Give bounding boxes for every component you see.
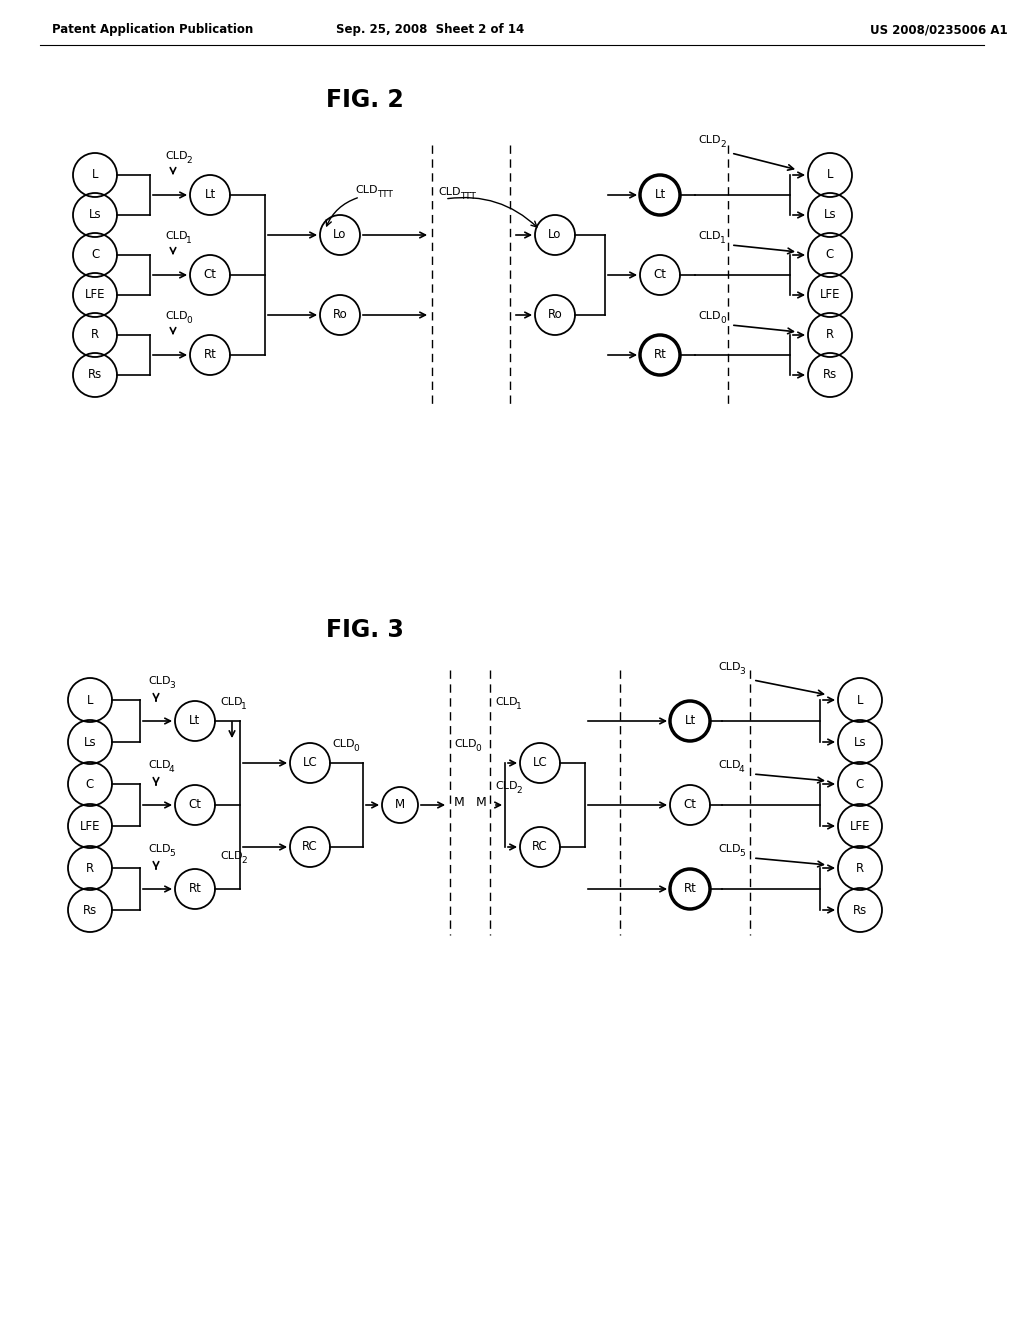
Text: L: L: [92, 169, 98, 181]
Text: CLD: CLD: [718, 760, 740, 770]
Text: C: C: [91, 248, 99, 261]
Text: Rt: Rt: [684, 883, 696, 895]
Text: CLD: CLD: [495, 697, 517, 708]
Text: 2: 2: [241, 855, 247, 865]
Text: CLD: CLD: [495, 781, 517, 791]
Text: 3: 3: [169, 681, 175, 690]
Text: C: C: [86, 777, 94, 791]
Text: Ls: Ls: [823, 209, 837, 222]
Text: Lo: Lo: [334, 228, 347, 242]
Text: 4: 4: [739, 766, 744, 774]
Text: Rs: Rs: [88, 368, 102, 381]
Text: LC: LC: [532, 756, 548, 770]
Text: L: L: [87, 693, 93, 706]
Text: LC: LC: [303, 756, 317, 770]
Text: Ct: Ct: [188, 799, 202, 812]
Text: Rs: Rs: [823, 368, 838, 381]
Text: TTT: TTT: [460, 191, 476, 201]
Text: CLD: CLD: [438, 187, 461, 197]
Text: R: R: [91, 329, 99, 342]
Text: CLD: CLD: [165, 312, 187, 321]
Text: 3: 3: [739, 667, 744, 676]
Text: 4: 4: [169, 766, 175, 774]
Text: Ro: Ro: [548, 309, 562, 322]
Text: 1: 1: [516, 702, 522, 711]
Text: Rt: Rt: [204, 348, 216, 362]
Text: CLD: CLD: [454, 739, 476, 748]
Text: LFE: LFE: [820, 289, 841, 301]
Text: Ct: Ct: [683, 799, 696, 812]
Text: CLD: CLD: [698, 312, 721, 321]
Text: Lo: Lo: [548, 228, 562, 242]
Text: CLD: CLD: [355, 185, 378, 195]
Text: CLD: CLD: [220, 851, 243, 861]
Text: CLD: CLD: [220, 697, 243, 708]
Text: 2: 2: [516, 785, 521, 795]
Text: CLD: CLD: [698, 231, 721, 242]
Text: R: R: [86, 862, 94, 874]
Text: C: C: [856, 777, 864, 791]
Text: CLD: CLD: [165, 150, 187, 161]
Text: RC: RC: [532, 841, 548, 854]
Text: 0: 0: [353, 744, 358, 752]
Text: LFE: LFE: [80, 820, 100, 833]
Text: 5: 5: [169, 849, 175, 858]
Text: CLD: CLD: [148, 676, 171, 686]
Text: TTT: TTT: [377, 190, 393, 199]
Text: CLD: CLD: [332, 739, 354, 748]
Text: Rt: Rt: [653, 348, 667, 362]
Text: CLD: CLD: [148, 843, 171, 854]
Text: FIG. 2: FIG. 2: [326, 88, 403, 112]
Text: CLD: CLD: [718, 843, 740, 854]
Text: 2: 2: [186, 156, 191, 165]
Text: CLD: CLD: [698, 135, 721, 145]
Text: Ls: Ls: [84, 735, 96, 748]
Text: M: M: [476, 796, 486, 809]
Text: Ct: Ct: [204, 268, 216, 281]
Text: Ct: Ct: [653, 268, 667, 281]
Text: 0: 0: [720, 315, 726, 325]
Text: LFE: LFE: [850, 820, 870, 833]
Text: R: R: [826, 329, 835, 342]
Text: R: R: [856, 862, 864, 874]
Text: CLD: CLD: [718, 663, 740, 672]
Text: Rt: Rt: [188, 883, 202, 895]
Text: RC: RC: [302, 841, 317, 854]
Text: Rs: Rs: [853, 903, 867, 916]
Text: Lt: Lt: [189, 714, 201, 727]
Text: US 2008/0235006 A1: US 2008/0235006 A1: [870, 24, 1008, 37]
Text: 0: 0: [186, 315, 191, 325]
Text: C: C: [826, 248, 835, 261]
Text: Lt: Lt: [684, 714, 695, 727]
Text: 1: 1: [720, 236, 726, 246]
Text: L: L: [857, 693, 863, 706]
Text: Lt: Lt: [205, 189, 216, 202]
Text: Ls: Ls: [854, 735, 866, 748]
Text: FIG. 3: FIG. 3: [326, 618, 403, 642]
Text: CLD: CLD: [165, 231, 187, 242]
Text: Sep. 25, 2008  Sheet 2 of 14: Sep. 25, 2008 Sheet 2 of 14: [336, 24, 524, 37]
Text: LFE: LFE: [85, 289, 105, 301]
Text: 1: 1: [241, 702, 247, 711]
Text: Ls: Ls: [89, 209, 101, 222]
Text: Lt: Lt: [654, 189, 666, 202]
Text: 2: 2: [720, 140, 726, 149]
Text: M: M: [454, 796, 465, 809]
Text: L: L: [826, 169, 834, 181]
Text: 5: 5: [739, 849, 744, 858]
Text: 0: 0: [475, 744, 480, 752]
Text: 1: 1: [186, 236, 191, 246]
Text: M: M: [395, 799, 406, 812]
Text: Rs: Rs: [83, 903, 97, 916]
Text: CLD: CLD: [148, 760, 171, 770]
Text: Patent Application Publication: Patent Application Publication: [52, 24, 253, 37]
Text: Ro: Ro: [333, 309, 347, 322]
